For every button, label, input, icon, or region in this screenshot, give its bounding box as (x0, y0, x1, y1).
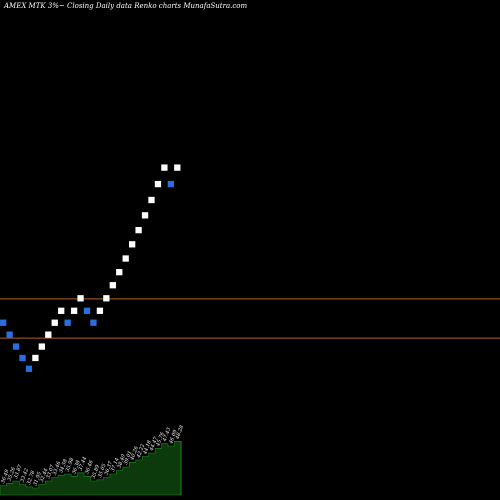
volume-label: 40.26 (129, 445, 140, 462)
renko-brick (154, 180, 162, 188)
renko-brick (19, 354, 26, 362)
renko-brick (148, 196, 155, 204)
renko-brick (25, 365, 33, 372)
volume-labels: 36.4935.2633.8733.4232.7831.9532.4433.07… (0, 424, 185, 486)
renko-brick (83, 307, 91, 314)
volume-label: 32.44 (39, 468, 50, 484)
volume-label: 44.18 (142, 440, 153, 456)
volume-area (0, 441, 182, 496)
volume-label: 45.76 (155, 431, 166, 448)
volume-bars (0, 441, 182, 496)
renko-brick (51, 319, 58, 326)
volume-label: 42.22 (136, 443, 147, 459)
renko-brick (0, 319, 7, 326)
volume-label: 33.07 (45, 463, 56, 479)
renko-brick (122, 255, 129, 262)
volume-label: 31.95 (32, 471, 43, 487)
volume-label: 34.58 (58, 458, 69, 474)
volume-label: 38.40 (116, 453, 127, 469)
volume-label: 37.14 (110, 457, 121, 473)
volume-label: 36.37 (104, 460, 115, 476)
volume-label: 32.78 (26, 470, 37, 486)
renko-brick (174, 164, 181, 171)
renko-brick (129, 241, 136, 248)
renko-brick (12, 343, 20, 350)
volume-label: 33.46 (52, 460, 63, 476)
renko-brick (141, 212, 149, 219)
renko-brick (64, 319, 71, 326)
renko-brick (109, 282, 116, 289)
volume-label: 39.01 (123, 450, 134, 466)
renko-brick (77, 295, 84, 302)
renko-brick (90, 319, 97, 326)
renko-bricks (0, 164, 181, 372)
renko-brick (103, 295, 110, 302)
renko-brick (32, 354, 39, 362)
renko-brick (161, 164, 168, 171)
volume-label: 36.49 (0, 468, 11, 484)
renko-brick (6, 331, 13, 338)
renko-brick (135, 226, 142, 234)
renko-brick (96, 307, 104, 314)
renko-brick (167, 180, 174, 188)
renko-brick (70, 307, 78, 314)
volume-label: 46.09 (168, 428, 179, 445)
volume-label: 36.38 (71, 460, 82, 476)
volume-label: 44.47 (148, 435, 159, 452)
volume-label: 33.87 (13, 463, 24, 479)
volume-label: 47.43 (161, 427, 172, 443)
volume-label: 37.44 (78, 456, 89, 472)
renko-brick (38, 343, 45, 350)
volume-label: 48.28 (174, 424, 185, 440)
chart-title: AMEX MTK 3%~ Closing Daily data Renko ch… (3, 2, 247, 10)
volume-label: 35.98 (65, 457, 76, 473)
volume-label: 36.46 (84, 459, 95, 475)
volume-label: 33.42 (20, 468, 31, 484)
renko-brick (45, 331, 52, 338)
volume-label: 35.89 (91, 463, 102, 479)
renko-brick (116, 269, 123, 276)
renko-brick (58, 307, 65, 314)
volume-label: 35.05 (97, 463, 108, 479)
volume-label: 35.26 (7, 466, 18, 482)
